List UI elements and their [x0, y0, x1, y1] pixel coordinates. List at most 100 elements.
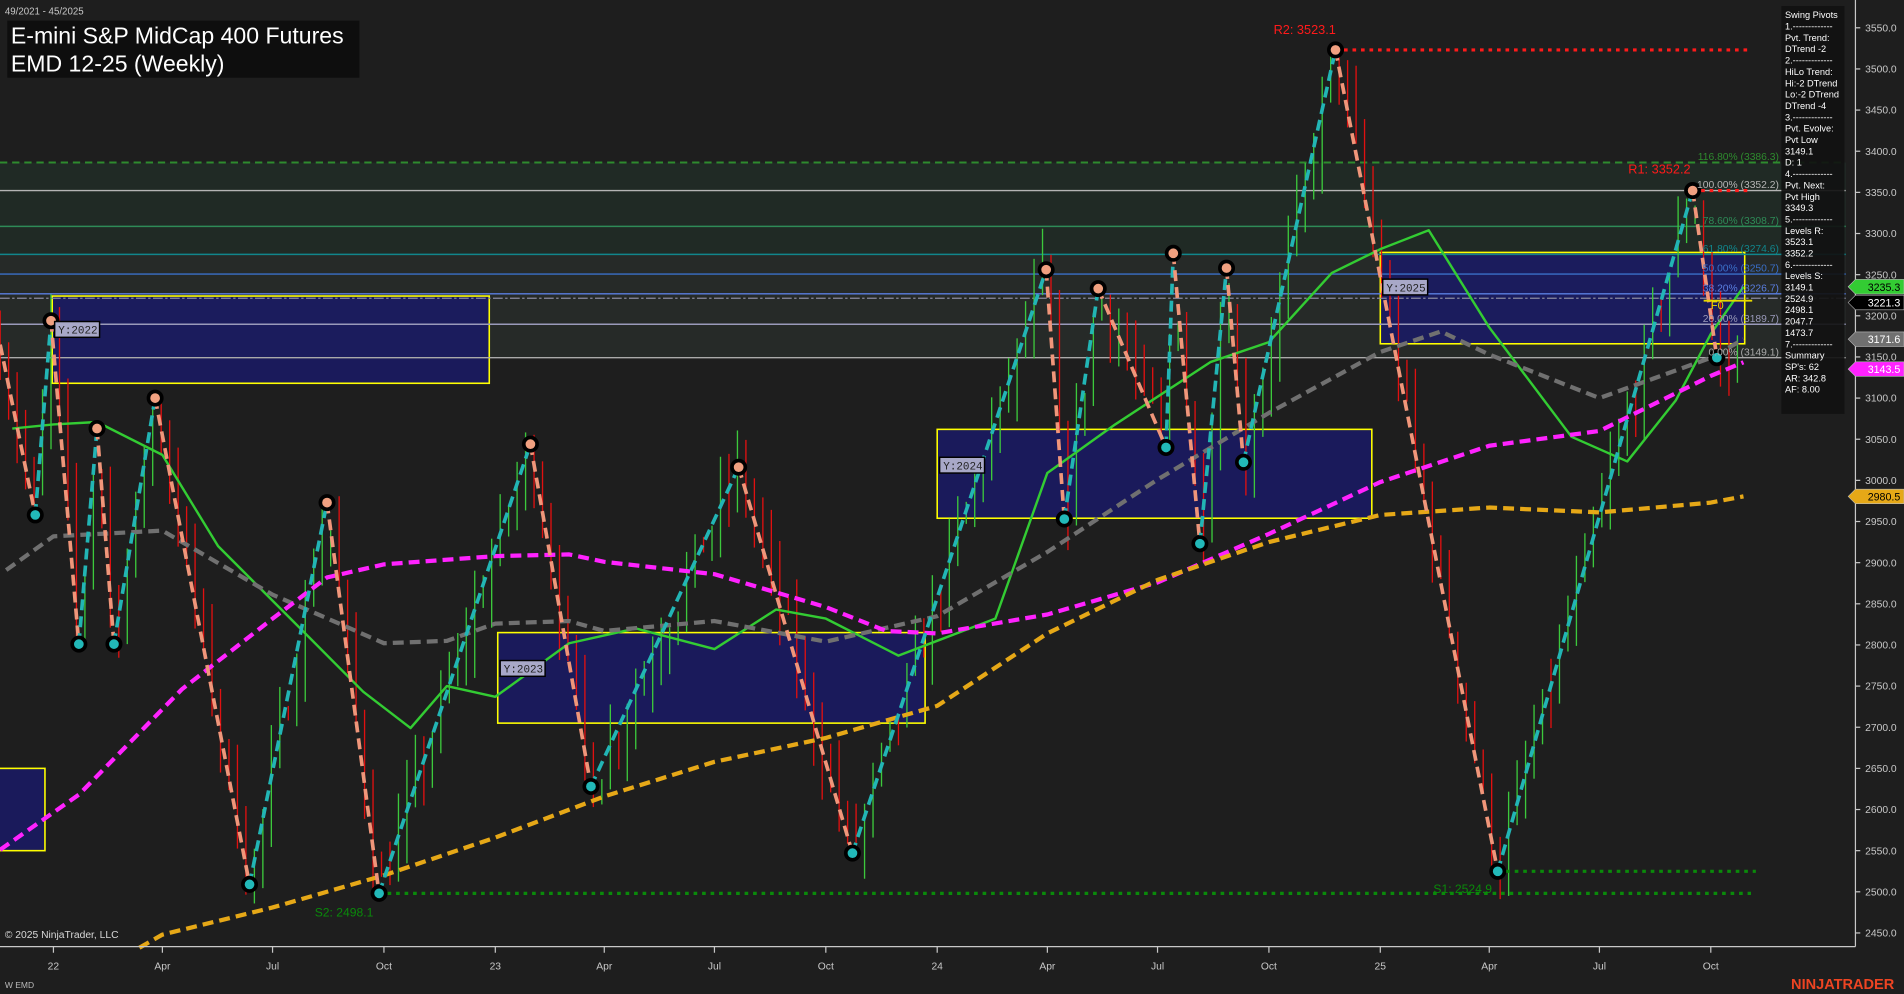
- zigzag-leg: [1062, 288, 1101, 520]
- price-tag-label: 3235.3: [1868, 282, 1901, 294]
- info-line: 1473.7: [1785, 328, 1813, 338]
- time-axis[interactable]: 22 Apr Jul Oct 23 Apr Jul Oct 24 Apr Jul Oct 25 Apr Ju…: [48, 946, 1719, 973]
- zigzag-leg: [589, 466, 741, 788]
- zigzag-leg: [153, 397, 252, 885]
- year-box-label-bg: [499, 659, 546, 678]
- pivot-low-marker: [105, 635, 123, 653]
- pivot-low-marker: [1708, 349, 1726, 367]
- info-line: HiLo Trend:: [1785, 67, 1833, 77]
- price-tag-label: 3171.6: [1868, 334, 1901, 346]
- fib-label: 0.00% (3149.1): [1708, 347, 1778, 358]
- zigzag-leg: [1044, 269, 1067, 520]
- time-tick-label: Apr: [1039, 962, 1056, 973]
- moving-average-line: [0, 360, 1745, 852]
- pivot-low-marker: [241, 875, 259, 893]
- year-box: [51, 295, 491, 385]
- swing-pivots-info: Swing Pivots 1.-------------Pvt. Trend:DT…: [1785, 10, 1839, 394]
- year-box-label: Y:2023: [504, 665, 543, 677]
- zigzag-leg: [325, 502, 381, 894]
- info-line: Levels R:: [1785, 226, 1823, 236]
- instrument-code: W EMD: [5, 980, 34, 990]
- info-line: 2498.1: [1785, 305, 1813, 315]
- fib-label: 50.00% (3250.7): [1703, 264, 1779, 275]
- fib-label: 38.20% (3226.7): [1703, 283, 1779, 294]
- time-tick-label: Jul: [1593, 962, 1606, 973]
- pivot-low-marker: [1234, 453, 1252, 471]
- info-line: 3.-------------: [1785, 112, 1833, 122]
- price-tick-label: 3200.0: [1865, 311, 1897, 322]
- zigzag-leg: [77, 428, 99, 645]
- price-tick-label: 2850.0: [1865, 599, 1897, 610]
- level-label: R2: 3523.1: [1274, 22, 1336, 37]
- info-line: D: 1: [1785, 158, 1802, 168]
- pivot-high-marker: [1684, 182, 1702, 200]
- info-line: Pvt. Evolve:: [1785, 124, 1834, 134]
- price-tick-label: 2550.0: [1865, 846, 1897, 857]
- info-line: Pvt. Trend:: [1785, 33, 1830, 43]
- zigzag-leg: [33, 320, 53, 516]
- fib-marker-label: F0: [1711, 300, 1724, 312]
- time-tick-label: Apr: [1481, 962, 1498, 973]
- info-line: 4.-------------: [1785, 169, 1833, 179]
- price-tags: 3235.3 3221.3 3171.6 3143.5 2980.5: [1847, 279, 1904, 505]
- info-line: 7.-------------: [1785, 339, 1833, 349]
- year-boxes: [0, 251, 1746, 852]
- price-tick-label: 3500.0: [1865, 65, 1897, 76]
- price-tick-label: 2650.0: [1865, 764, 1897, 775]
- time-tick-label: 24: [931, 962, 943, 973]
- price-tick-label: 3300.0: [1865, 229, 1897, 240]
- time-tick-label: 25: [1375, 962, 1387, 973]
- pivot-high-marker: [88, 420, 106, 438]
- price-tick-label: 3350.0: [1865, 188, 1897, 199]
- zigzag-leg: [247, 502, 329, 885]
- info-line: Pvt. Next:: [1785, 180, 1825, 190]
- info-line: 3352.2: [1785, 249, 1813, 259]
- support-resistance-levels: R2: 3523.1R1: 3352.2S1: 2524.9S2: 2498.1: [315, 22, 1756, 919]
- info-line: DTrend -2: [1785, 44, 1826, 54]
- moving-average-line: [138, 494, 1744, 950]
- price-tick-label: 3000.0: [1865, 476, 1897, 487]
- zigzag-leg: [850, 269, 1048, 854]
- year-box-labels: Y:2022 Y:2023 Y:2024 Y:2025: [53, 278, 1429, 678]
- price-tick-label: 3050.0: [1865, 435, 1897, 446]
- info-line: 1.-------------: [1785, 22, 1833, 32]
- pivot-high-marker: [1218, 259, 1236, 277]
- fib-label: 20.00% (3189.7): [1703, 314, 1779, 325]
- price-axis[interactable]: 3550.0 3500.0 3450.0 3400.0 3350.0 3300.0 3250…: [1855, 23, 1897, 940]
- pivot-low-marker: [1191, 535, 1209, 553]
- pivot-low-marker: [1157, 438, 1175, 456]
- info-line: Summary: [1785, 351, 1825, 361]
- pivot-high-marker: [1037, 261, 1055, 279]
- price-tag-label: 3143.5: [1868, 364, 1901, 376]
- info-line: Swing Pivots: [1785, 10, 1838, 20]
- zigzag-leg: [528, 443, 593, 787]
- level-label: S2: 2498.1: [315, 905, 374, 919]
- fib-lines: [0, 161, 1846, 359]
- year-box: [0, 767, 46, 852]
- pivot-high-marker: [1164, 244, 1182, 262]
- info-line: 3349.3: [1785, 203, 1813, 213]
- year-box: [496, 631, 926, 724]
- fib-label: 100.00% (3352.2): [1697, 180, 1779, 191]
- zigzag-leg: [1171, 253, 1202, 544]
- time-tick-label: Jul: [708, 962, 721, 973]
- pivot-high-marker: [1089, 280, 1107, 298]
- zigzag-leg: [0, 344, 38, 516]
- info-line: SP's: 62: [1785, 362, 1819, 372]
- price-tick-label: 2950.0: [1865, 517, 1897, 528]
- year-box-label-bg: [1381, 278, 1429, 296]
- zigzag-leg: [1224, 267, 1246, 463]
- title-box: [7, 20, 360, 78]
- pivot-low-marker: [1489, 862, 1507, 880]
- date-range: 49/2021 - 45/2025: [5, 7, 84, 18]
- price-tick-label: 2500.0: [1865, 887, 1897, 898]
- time-tick-label: Oct: [1261, 962, 1277, 973]
- price-tick-label: 3550.0: [1865, 23, 1897, 34]
- copyright: © 2025 NinjaTrader, LLC: [5, 930, 119, 941]
- zigzag-leg: [112, 397, 157, 645]
- time-tick-label: Apr: [154, 962, 171, 973]
- info-line: AF: 8.00: [1785, 385, 1820, 395]
- price-tag-label: 3221.3: [1868, 298, 1901, 310]
- zigzag-leg: [1096, 287, 1168, 449]
